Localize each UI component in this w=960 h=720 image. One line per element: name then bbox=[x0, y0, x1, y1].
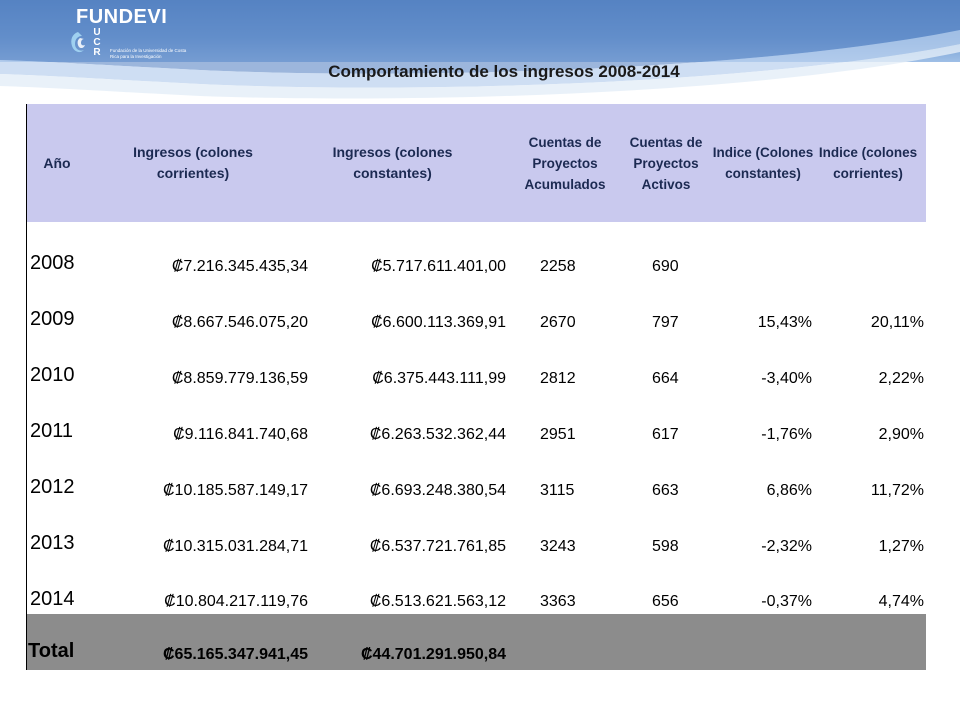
cell-ingresos-constantes: ₡5.717.611.401,00 bbox=[371, 258, 506, 275]
fundevi-logo: FUNDEVI UCR Fundación de la Universidad … bbox=[66, 6, 186, 68]
logo-ucr-text: UCR bbox=[93, 27, 101, 58]
cell-indice-constantes: -2,32% bbox=[761, 538, 812, 555]
cell-year: 2011 bbox=[30, 420, 74, 442]
header-indice-corrientes: Indice (colones corrientes) bbox=[818, 145, 918, 181]
cell-cuentas-activos: 656 bbox=[652, 593, 679, 610]
cell-cuentas-acumulados: 2258 bbox=[540, 258, 576, 275]
logo-wordmark: FUNDEVI bbox=[76, 6, 168, 28]
total-row bbox=[27, 614, 926, 670]
cell-ingresos-constantes: ₡6.513.621.563,12 bbox=[369, 593, 506, 610]
cell-indice-corrientes: 2,22% bbox=[878, 370, 924, 387]
header-cuentas-activos: Cuentas de Proyectos Activos bbox=[629, 134, 703, 192]
cell-cuentas-activos: 663 bbox=[652, 482, 679, 499]
cell-ingresos-corrientes: ₡9.116.841.740,68 bbox=[173, 426, 308, 443]
cell-year: 2010 bbox=[30, 364, 75, 386]
cell-ingresos-corrientes: ₡8.667.546.075,20 bbox=[171, 314, 308, 331]
cell-year: 2009 bbox=[30, 308, 75, 330]
cell-cuentas-acumulados: 3243 bbox=[540, 538, 576, 555]
cell-cuentas-activos: 664 bbox=[652, 370, 679, 387]
cell-indice-corrientes: 4,74% bbox=[878, 593, 924, 610]
total-label: Total bbox=[28, 640, 75, 662]
cell-indice-constantes: -3,40% bbox=[761, 370, 812, 387]
cell-indice-corrientes: 20,11% bbox=[870, 314, 924, 331]
cell-ingresos-corrientes: ₡8.859.779.136,59 bbox=[171, 370, 308, 387]
cell-cuentas-acumulados: 2670 bbox=[540, 314, 576, 331]
cell-cuentas-activos: 598 bbox=[652, 538, 679, 555]
banner-wave-decoration bbox=[0, 0, 960, 99]
header-ingresos-constantes: Ingresos (colones constantes) bbox=[332, 144, 453, 181]
cell-cuentas-acumulados: 2812 bbox=[540, 370, 576, 387]
cell-year: 2008 bbox=[30, 252, 75, 274]
page-title: Comportamiento de los ingresos 2008-2014 bbox=[328, 62, 680, 81]
logo-subtitle: Fundación de la Universidad de Costa Ric… bbox=[110, 48, 187, 59]
header-year: Año bbox=[43, 154, 71, 171]
cell-cuentas-activos: 690 bbox=[652, 258, 679, 275]
cell-cuentas-acumulados: 3363 bbox=[540, 593, 576, 610]
cell-ingresos-corrientes: ₡10.315.031.284,71 bbox=[162, 538, 308, 555]
cell-indice-constantes: 15,43% bbox=[757, 314, 812, 331]
table-left-border bbox=[26, 104, 27, 670]
cell-indice-corrientes: 2,90% bbox=[878, 426, 924, 443]
table-header bbox=[27, 104, 926, 222]
total-ingresos-corrientes: ₡65.165.347.941,45 bbox=[162, 646, 308, 663]
total-ingresos-constantes: ₡44.701.291.950,84 bbox=[360, 646, 506, 663]
cell-ingresos-corrientes: ₡10.804.217.119,76 bbox=[164, 593, 308, 610]
cell-indice-constantes: -1,76% bbox=[761, 426, 812, 443]
cell-cuentas-activos: 797 bbox=[652, 314, 679, 331]
cell-ingresos-constantes: ₡6.375.443.111,99 bbox=[372, 370, 506, 387]
header-indice-constantes: Indice (Colones constantes) bbox=[712, 145, 814, 181]
cell-ingresos-constantes: ₡6.263.532.362,44 bbox=[369, 426, 506, 443]
cell-cuentas-acumulados: 3115 bbox=[540, 482, 575, 499]
cell-indice-corrientes: 1,27% bbox=[878, 538, 924, 555]
header-cuentas-acumulados: Cuentas de Proyectos Acumulados bbox=[524, 134, 606, 192]
cell-cuentas-acumulados: 2951 bbox=[540, 426, 576, 443]
cell-ingresos-constantes: ₡6.600.113.369,91 bbox=[371, 314, 506, 331]
cell-year: 2014 bbox=[30, 588, 75, 610]
cell-ingresos-corrientes: ₡7.216.345.435,34 bbox=[171, 258, 308, 275]
cell-indice-constantes: 6,86% bbox=[766, 482, 812, 499]
cell-indice-constantes: -0,37% bbox=[761, 593, 812, 610]
cell-year: 2013 bbox=[30, 532, 75, 554]
logo-ucr: UCR bbox=[90, 28, 104, 58]
cell-indice-corrientes: 11,72% bbox=[870, 482, 924, 499]
cell-ingresos-constantes: ₡6.693.248.380,54 bbox=[369, 482, 506, 499]
cell-ingresos-corrientes: ₡10.185.587.149,17 bbox=[162, 482, 308, 499]
header-ingresos-corrientes: Ingresos (colones corrientes) bbox=[133, 144, 253, 181]
cell-cuentas-activos: 617 bbox=[652, 426, 679, 443]
cell-year: 2012 bbox=[30, 476, 75, 498]
swirl-icon bbox=[71, 32, 85, 53]
cell-ingresos-constantes: ₡6.537.721.761,85 bbox=[369, 538, 506, 555]
